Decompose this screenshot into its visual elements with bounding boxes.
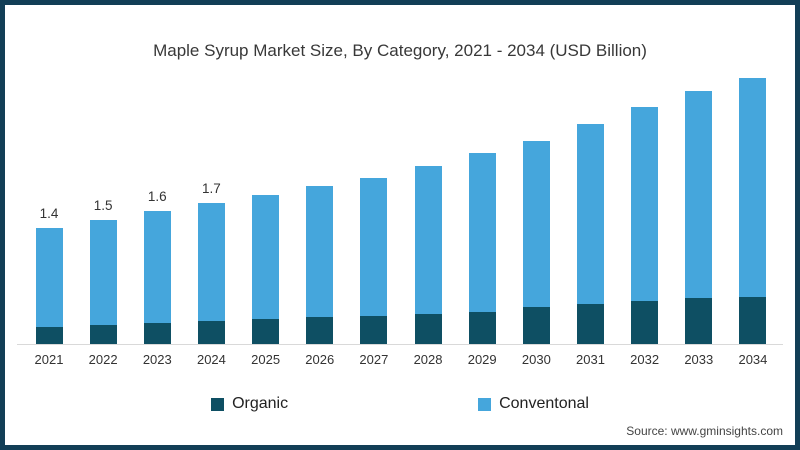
chart-title: Maple Syrup Market Size, By Category, 20…	[153, 41, 647, 60]
bar-2034	[739, 78, 767, 344]
bar-2032	[631, 107, 659, 344]
bar-2022-organic-segment	[89, 324, 117, 344]
x-axis-label-2034: 2034	[738, 352, 768, 367]
bar-2025-conventonal-segment	[252, 194, 280, 320]
bar-2021-organic-segment	[35, 326, 63, 344]
bar-2021-conventonal-segment	[35, 227, 63, 327]
legend-label-organic: Organic	[232, 395, 289, 412]
bar-2030-conventonal-segment	[522, 140, 550, 308]
bar-2023-organic-segment	[143, 323, 171, 344]
bar-2023-value-label: 1.6	[147, 189, 167, 205]
bar-2025-organic-segment	[252, 319, 280, 344]
x-axis-label-2026: 2026	[305, 352, 335, 367]
bar-2022-conventonal-segment	[89, 219, 117, 325]
x-axis-label-2030: 2030	[521, 352, 551, 367]
bar-2032-organic-segment	[631, 300, 659, 344]
bar-2021-value-label: 1.4	[39, 205, 59, 221]
x-axis-label-2029: 2029	[467, 352, 497, 367]
bar-2024-value-label: 1.7	[202, 180, 221, 196]
bar-2029	[468, 153, 496, 344]
organic-swatch-icon	[211, 397, 225, 411]
bar-2027-conventonal-segment	[360, 178, 388, 316]
bar-2022	[89, 219, 117, 345]
bar-2027	[360, 178, 388, 344]
bar-2023-conventonal-segment	[143, 211, 171, 324]
bar-2032-conventonal-segment	[631, 107, 659, 301]
bar-2028-conventonal-segment	[414, 165, 442, 315]
bar-2024	[197, 202, 225, 344]
x-axis-label-2021: 2021	[34, 352, 64, 367]
bar-2034-conventonal-segment	[739, 78, 767, 297]
legend: Organic Conventonal	[5, 395, 795, 413]
bar-2031	[577, 124, 604, 344]
bar-2028	[414, 165, 442, 344]
bar-2026-organic-segment	[306, 317, 334, 344]
bar-2034-organic-segment	[739, 296, 767, 344]
x-axis-label-2033: 2033	[684, 352, 714, 367]
legend-item-organic: Organic	[211, 395, 288, 413]
x-axis-label-2025: 2025	[251, 352, 281, 367]
plot-area: 1.4 2021 1.5 2022 1.6 2023 1.7 2024 2025 2026 2027…	[5, 5, 795, 445]
bar-2031-organic-segment	[577, 304, 604, 344]
bar-2027-organic-segment	[360, 315, 388, 344]
bar-2025	[252, 194, 280, 344]
source-credit: Source: www.gminsights.com	[626, 424, 783, 438]
bar-2030-organic-segment	[522, 307, 550, 344]
bar-2029-organic-segment	[468, 311, 496, 344]
x-axis-label-2024: 2024	[196, 352, 226, 367]
x-axis-label-2032: 2032	[630, 352, 660, 367]
legend-item-conventonal: Conventonal	[478, 395, 589, 413]
x-axis-label-2027: 2027	[359, 352, 389, 367]
bar-2031-conventonal-segment	[577, 124, 604, 305]
bar-2026	[306, 186, 334, 344]
bar-2033-conventonal-segment	[685, 90, 713, 299]
bar-2022-value-label: 1.5	[93, 197, 113, 213]
bar-2026-conventonal-segment	[306, 186, 334, 318]
legend-label-conventonal: Conventonal	[499, 395, 589, 412]
bar-2028-organic-segment	[414, 314, 442, 344]
x-axis-line	[17, 344, 783, 345]
x-axis-label-2028: 2028	[413, 352, 443, 367]
bar-2023	[143, 211, 171, 344]
bar-2033-organic-segment	[685, 298, 713, 344]
bar-2029-conventonal-segment	[468, 153, 496, 312]
bar-2033	[685, 90, 713, 344]
bar-2021	[35, 227, 63, 344]
conventonal-swatch-icon	[478, 397, 492, 411]
x-axis-label-2031: 2031	[576, 352, 605, 367]
x-axis-label-2022: 2022	[88, 352, 118, 367]
bar-2024-organic-segment	[197, 320, 225, 344]
bar-2024-conventonal-segment	[197, 202, 225, 321]
bar-2030	[522, 140, 550, 344]
x-axis-label-2023: 2023	[142, 352, 172, 367]
